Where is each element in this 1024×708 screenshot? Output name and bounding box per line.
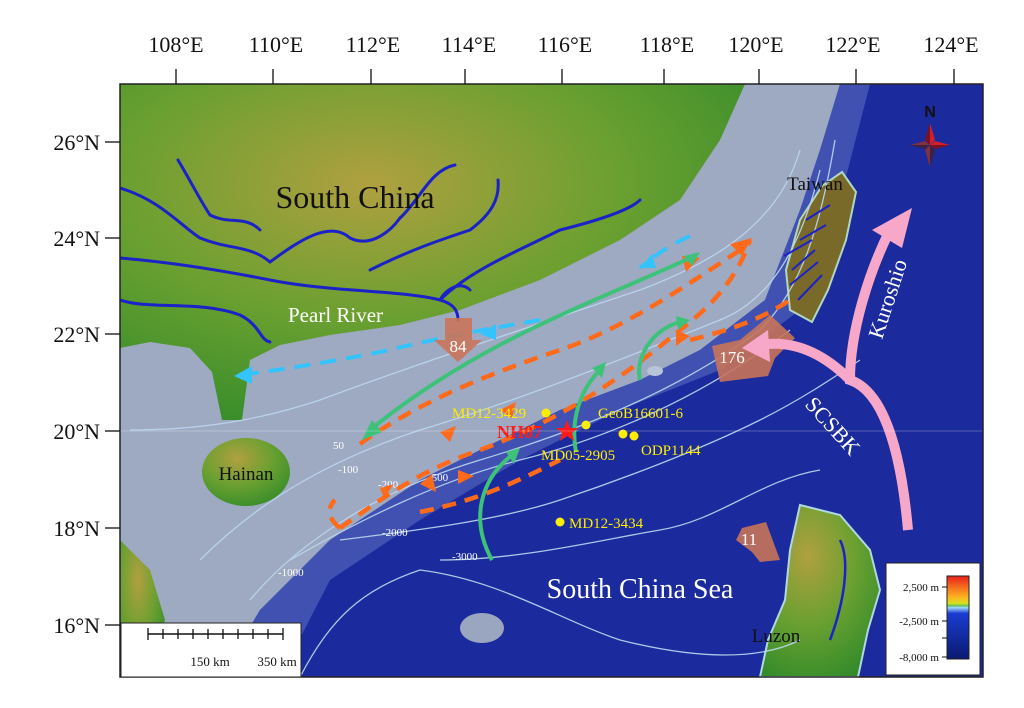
map-area: 50 -100 -200 -500 -2000 -3000 -1000 [120, 84, 983, 677]
label-south-china: South China [275, 179, 434, 215]
scale-label-350: 350 km [257, 654, 296, 669]
luzon-river [828, 539, 847, 641]
label-hainan: Hainan [219, 464, 274, 485]
nh07-star-icon[interactable] [556, 420, 578, 441]
legend-label-2500: 2,500 m [903, 582, 940, 594]
lon-tick-label: 120°E [728, 32, 783, 57]
contour-label: -3000 [452, 551, 478, 563]
scsbk-arrowhead [742, 330, 770, 362]
slope [220, 84, 870, 677]
lat-tick-label: 26°N [53, 130, 100, 155]
flux-label-taiwan: 176 [719, 348, 745, 367]
lat-tick-label: 20°N [53, 419, 100, 444]
legend-label-minus-8000: -8,000 m [899, 652, 939, 664]
taiwan-rivers [783, 204, 831, 301]
pearl-river-flux-arrow [434, 318, 482, 362]
map-frame [119, 83, 984, 678]
label-geob16601: GeoB16601-6 [598, 406, 683, 422]
land-pratas-reef [460, 613, 504, 643]
stations [541, 408, 639, 527]
scsbk-arrow [759, 338, 854, 384]
bathymetric-contours [129, 139, 861, 677]
cyan-arrowhead [640, 254, 656, 268]
legend-label-minus-2500: -2,500 m [899, 616, 939, 628]
lat-tick-label: 16°N [53, 613, 100, 638]
label-md12-3429: MD12-3429 [452, 406, 526, 422]
elevation-legend: 2,500 m -2,500 m -8,000 m [885, 562, 981, 676]
lon-tick-label: 118°E [640, 32, 694, 57]
land-south-china [120, 84, 745, 420]
rivers [120, 158, 642, 344]
label-odp1144: ODP1144 [641, 443, 701, 459]
north-arrow-icon: N [910, 104, 950, 167]
land-hainan [202, 438, 290, 506]
label-nh07: NH07 [497, 422, 542, 442]
label-pearl-river: Pearl River [288, 303, 383, 327]
lon-tick-label: 122°E [825, 32, 880, 57]
scale-bar: 150 km 350 km [120, 622, 302, 678]
cyan-arrowhead [480, 324, 496, 340]
lon-tick-label: 108°E [148, 32, 203, 57]
station-odp1144[interactable] [629, 431, 639, 441]
cyan-arrowhead [234, 366, 252, 384]
label-south-china-sea: South China Sea [547, 574, 734, 605]
longitude-axis: 108°E 110°E 112°E 114°E 116°E 118°E 120°… [148, 32, 979, 84]
elevation-colorbar [946, 575, 970, 660]
flux-label-luzon: 11 [741, 530, 757, 549]
latitude-axis: 26°N 24°N 22°N 20°N 18°N 16°N [53, 130, 120, 638]
lon-tick-label: 112°E [346, 32, 400, 57]
land-luzon [758, 503, 882, 677]
kuroshio-arrowhead [872, 208, 912, 248]
label-md12-3434: MD12-3434 [569, 516, 644, 532]
lon-tick-label: 110°E [249, 32, 303, 57]
luzon-flux-arrow [736, 522, 780, 562]
flux-label-pearl-river: 84 [450, 337, 468, 356]
label-luzon: Luzon [752, 626, 801, 647]
scale-label-150: 150 km [190, 654, 229, 669]
contour-label: 50 [333, 440, 345, 452]
contour-label: -1000 [278, 567, 304, 579]
station-geob16601[interactable] [581, 420, 591, 430]
north-label: N [924, 104, 936, 121]
contour-label: -100 [338, 464, 359, 476]
lat-tick-label: 22°N [53, 322, 100, 347]
kuroshio-arrow [844, 227, 913, 531]
lon-tick-label: 114°E [442, 32, 496, 57]
lon-tick-label: 116°E [538, 32, 592, 57]
lon-tick-label: 124°E [923, 32, 978, 57]
contour-label: -2000 [382, 527, 408, 539]
green-arrowheads [362, 252, 700, 464]
green-current-arrows [368, 256, 691, 561]
station-md12-3434[interactable] [555, 517, 565, 527]
station-md05-2905[interactable] [618, 429, 628, 439]
lat-tick-label: 24°N [53, 226, 100, 251]
label-taiwan: Taiwan [787, 174, 843, 195]
lat-tick-label: 18°N [53, 516, 100, 541]
station-md12-3429[interactable] [541, 408, 551, 418]
orange-current-arrows [327, 239, 792, 530]
dongsha-island [647, 366, 663, 376]
label-md05-2905: MD05-2905 [541, 448, 615, 464]
